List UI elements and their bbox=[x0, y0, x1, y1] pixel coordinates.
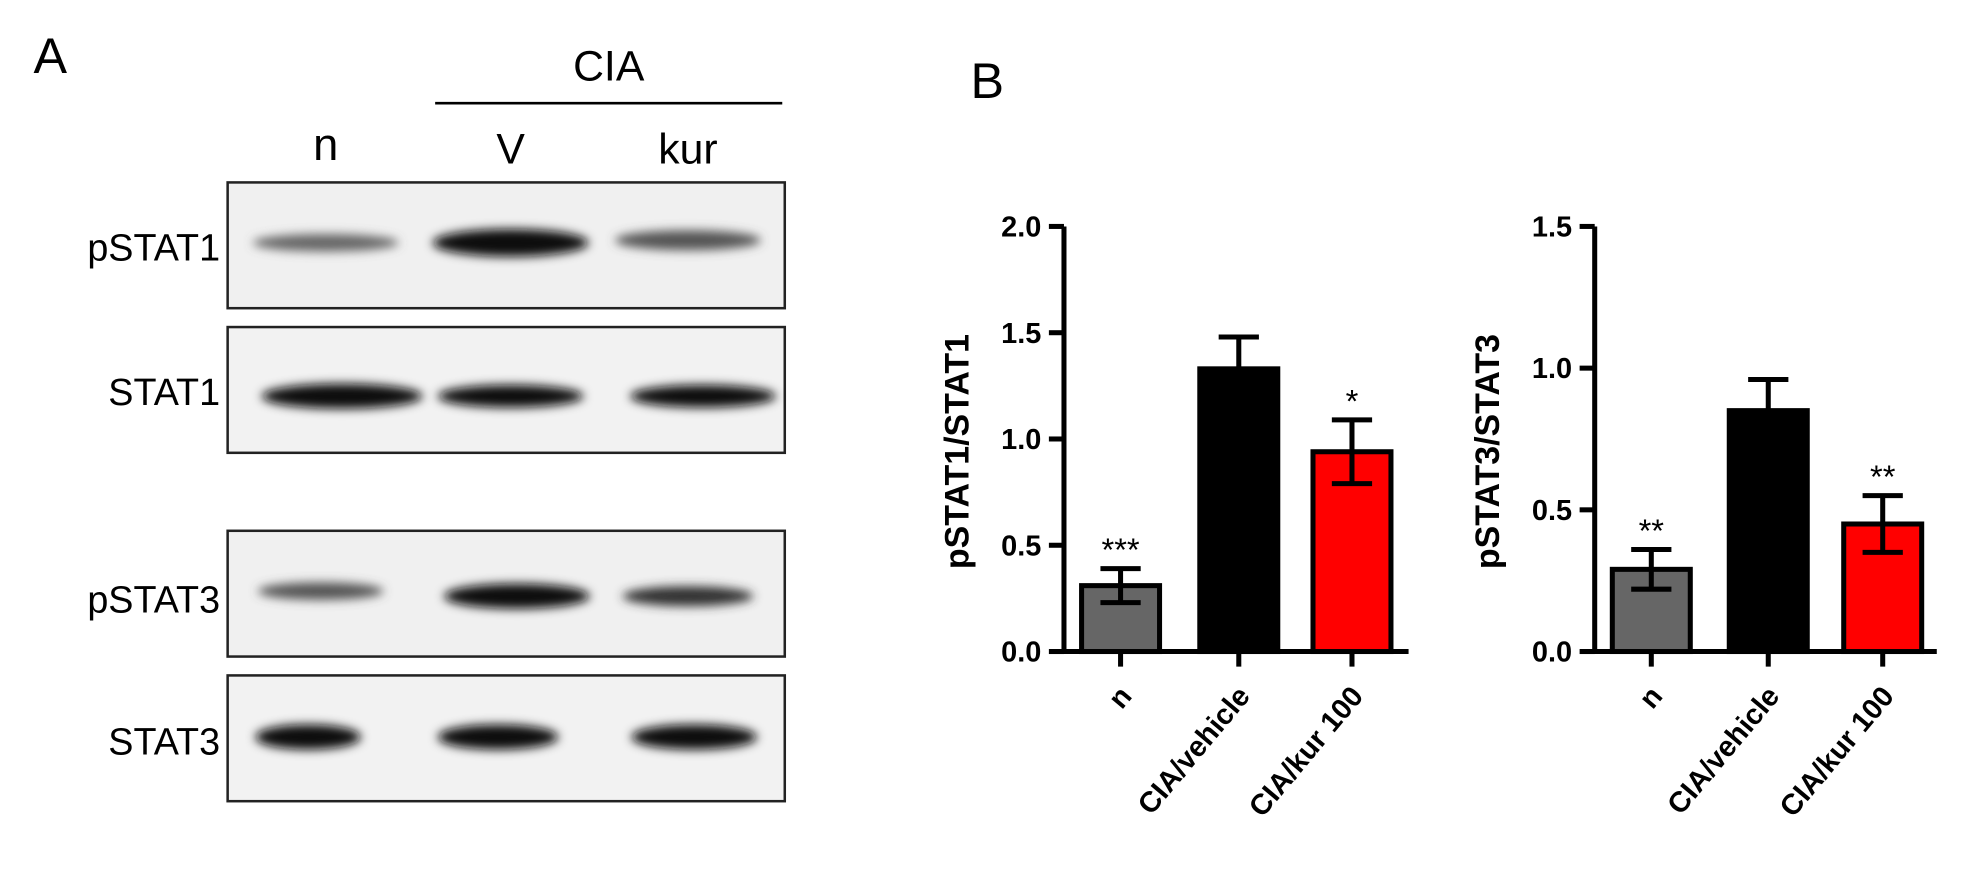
x-tick-label: CIA/vehicle bbox=[1132, 681, 1257, 821]
lane-label: n bbox=[313, 119, 338, 170]
group-label: CIA bbox=[573, 43, 645, 91]
error-bar bbox=[1862, 493, 1903, 555]
significance: *** bbox=[1101, 531, 1139, 568]
y-tick-label: 1.0 bbox=[1532, 353, 1572, 385]
y-axis-label: pSTAT3/STAT3 bbox=[1469, 334, 1507, 569]
lane-label: V bbox=[496, 126, 525, 174]
y-tick-label: 1.0 bbox=[1001, 424, 1041, 456]
y-tick-label: 2.0 bbox=[1001, 212, 1041, 244]
x-tick-label: CIA/kur 100 bbox=[1243, 681, 1370, 823]
y-tick-label: 0.0 bbox=[1532, 637, 1572, 669]
error-bar bbox=[1331, 417, 1373, 487]
x-tick-label: n bbox=[1103, 681, 1139, 715]
y-tick-label: 1.5 bbox=[1001, 318, 1041, 350]
bar bbox=[1726, 408, 1810, 655]
x-tick-label: CIA/kur 100 bbox=[1774, 681, 1901, 823]
y-tick-label: 1.5 bbox=[1532, 212, 1572, 244]
significance: * bbox=[1346, 382, 1359, 419]
panel-label: B bbox=[970, 52, 1004, 109]
row-label: STAT1 bbox=[108, 371, 220, 413]
x-tick-label: CIA/vehicle bbox=[1662, 681, 1787, 821]
row-label: pSTAT1 bbox=[87, 226, 220, 268]
lane-label: kur bbox=[658, 126, 717, 174]
error-bar bbox=[1748, 376, 1789, 445]
y-axis-label: pSTAT1/STAT1 bbox=[938, 334, 976, 569]
x-tick-label: n bbox=[1633, 681, 1669, 715]
blot bbox=[226, 181, 787, 803]
error-bar bbox=[1100, 566, 1141, 606]
row-label: pSTAT3 bbox=[87, 579, 220, 621]
significance: ** bbox=[1870, 458, 1896, 495]
y-tick-label: 0.0 bbox=[1001, 637, 1041, 669]
row-label: STAT3 bbox=[108, 721, 220, 763]
panel-a: A CIA n V kur pSTAT1 STAT1 pSTAT3 STAT3 bbox=[34, 27, 787, 803]
y-tick-label: 0.5 bbox=[1532, 495, 1572, 527]
error-bar bbox=[1218, 334, 1259, 404]
significance: ** bbox=[1639, 512, 1665, 549]
bar bbox=[1197, 366, 1281, 655]
error-bar bbox=[1631, 546, 1672, 592]
panel-label: A bbox=[34, 27, 68, 84]
y-tick-label: 0.5 bbox=[1001, 530, 1041, 562]
